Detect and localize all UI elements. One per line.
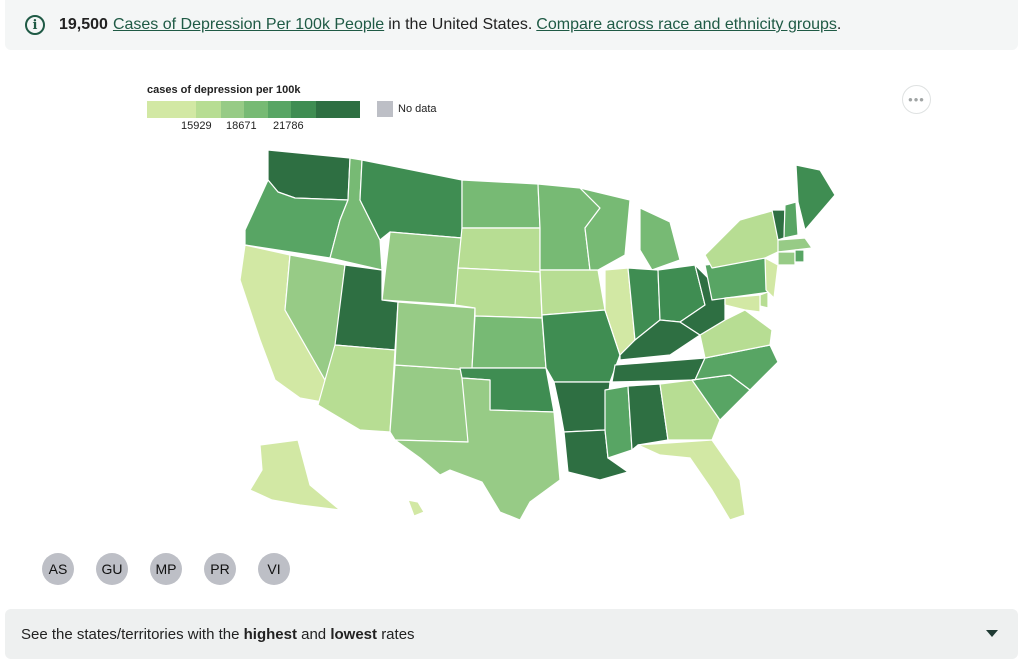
legend-swatch-7 [316,101,360,118]
us-map [239,149,836,521]
territory-buttons: AS GU MP PR VI [42,553,290,585]
territory-button-mp[interactable]: MP [150,553,182,585]
legend-tick-2: 18671 [226,120,257,132]
state-nd[interactable] [461,179,541,229]
state-al[interactable] [627,383,669,451]
compare-link[interactable]: Compare across race and ethnicity groups [536,16,837,33]
no-data-swatch [377,101,393,117]
summary-bar: i 19,500 Cases of Depression Per 100k Pe… [5,0,1018,50]
state-ar[interactable] [553,381,611,433]
bottom-prefix: See the states/territories with the [21,625,240,643]
state-fl[interactable] [637,439,746,521]
state-nm[interactable] [389,364,473,443]
state-nj[interactable] [764,257,779,299]
legend-swatch-3 [221,101,244,118]
state-ms[interactable] [604,385,633,459]
state-co[interactable] [394,301,476,371]
state-ga[interactable] [659,379,721,441]
territory-button-vi[interactable]: VI [258,553,290,585]
legend-swatch-4 [244,101,268,118]
metric-link[interactable]: Cases of Depression Per 100k People [112,16,385,33]
legend-color-scale [147,101,360,118]
bottom-suffix: rates [381,625,415,643]
info-icon: i [25,15,45,35]
state-mi[interactable] [639,207,681,271]
state-ct[interactable] [777,251,796,266]
chevron-down-icon[interactable] [986,630,998,637]
highest-lowest-toggle[interactable]: See the states/territories with the high… [5,609,1018,659]
legend-swatch-6 [291,101,316,118]
legend-tick-1: 15929 [181,120,212,132]
state-tx[interactable] [394,377,561,521]
state-ak[interactable] [249,439,341,511]
state-tn[interactable] [611,357,706,383]
bottom-and: and [301,625,327,643]
bottom-highest: highest [243,625,297,643]
territory-button-gu[interactable]: GU [96,553,128,585]
state-az[interactable] [317,344,396,433]
bottom-lowest: lowest [330,625,378,643]
state-mt[interactable] [359,159,463,241]
no-data-label: No data [398,103,437,115]
state-wy[interactable] [381,231,463,306]
state-me[interactable] [795,164,836,231]
territory-button-as[interactable]: AS [42,553,74,585]
state-ny[interactable] [704,209,783,269]
legend-tick-3: 21786 [273,120,304,132]
summary-value: 19,500 [59,16,108,33]
state-de[interactable] [759,291,769,309]
state-sd[interactable] [457,227,541,273]
summary-end: . [836,16,842,33]
legend-swatch-2 [196,101,221,118]
legend-title: cases of depression per 100k [147,84,301,96]
state-ks[interactable] [471,315,547,369]
state-ma[interactable] [777,237,813,253]
territory-button-pr[interactable]: PR [204,553,236,585]
location-text: in the United States. [388,16,533,33]
state-nc[interactable] [691,344,779,391]
state-nh[interactable] [783,201,799,239]
state-ia[interactable] [539,269,606,316]
state-wi[interactable] [579,187,631,271]
state-ri[interactable] [794,249,805,263]
legend-swatch-1 [147,101,196,118]
legend-swatch-5 [268,101,291,118]
state-hi[interactable] [407,499,425,517]
state-md[interactable] [724,294,761,313]
more-options-button[interactable]: ••• [902,85,931,114]
